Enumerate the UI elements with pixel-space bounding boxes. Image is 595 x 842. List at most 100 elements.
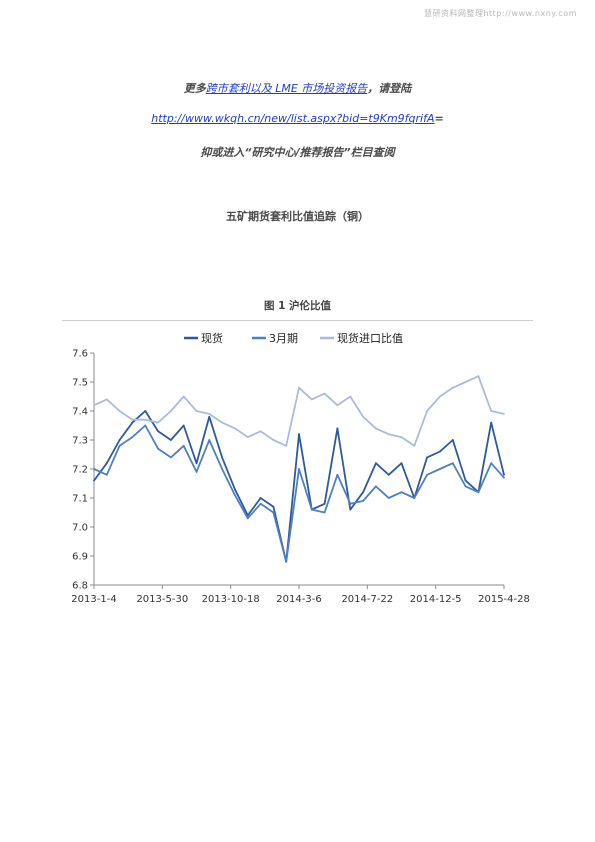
series-2-point [375, 485, 377, 488]
series-3-point [259, 430, 262, 433]
section-title: 五矿期货套利比值追踪（铜） [226, 210, 369, 223]
series-2-point [336, 473, 339, 476]
series-2-point [144, 424, 147, 427]
promo-line-1: 更多跨市套利以及 LME 市场投资报告，请登陆 [0, 80, 595, 96]
series-2-point [272, 511, 275, 514]
series-1-point [221, 456, 224, 459]
x-tick-label: 2015-4-28 [478, 594, 530, 605]
legend-label-2: 3月期 [269, 332, 298, 345]
series-2-point [503, 476, 505, 479]
series-2-point [464, 485, 467, 488]
series-1-point [234, 488, 236, 491]
series-1-point [323, 502, 326, 505]
x-tick-label: 2014-7-22 [341, 594, 393, 605]
series-1-point [157, 430, 159, 433]
series-3-point [464, 381, 467, 383]
promo-prefix: 更多 [183, 82, 206, 95]
report-url-link[interactable]: http://www.wkqh.cn/new/list.aspx?bid=t9K… [151, 112, 435, 125]
series-1-point [298, 433, 300, 436]
series-2-point [323, 511, 326, 514]
series-2-point [118, 444, 121, 447]
promo-line-3: 抑或进入“研究中心/推荐报告”栏目查阅 [200, 146, 395, 159]
chart-series-layer [93, 375, 505, 563]
y-tick-label: 6.8 [72, 581, 88, 592]
series-1-point [144, 410, 147, 412]
series-1-point [93, 479, 95, 482]
series-2-point [349, 502, 352, 505]
series-1-point [195, 462, 198, 465]
series-2-point [259, 502, 262, 505]
x-tick-label: 2013-5-30 [136, 594, 188, 605]
series-2-point [439, 468, 441, 470]
lme-report-link[interactable]: 跨市套利以及 LME 市场投资报告 [205, 82, 368, 95]
y-tick-label: 7.3 [72, 436, 88, 447]
series-3-point [349, 395, 352, 398]
y-tick-label: 6.9 [72, 552, 88, 563]
series-2-point [477, 491, 480, 494]
series-2-point [285, 560, 288, 563]
series-2-point [221, 468, 224, 470]
series-3-point [503, 413, 505, 415]
series-1-point [464, 479, 467, 482]
series-1-point [105, 462, 108, 465]
series-3-point [413, 444, 416, 447]
y-tick-label: 7.4 [72, 407, 88, 418]
series-2-point [400, 491, 403, 494]
figure-divider [62, 320, 533, 321]
series-3-point [439, 395, 441, 398]
series-3-point [182, 395, 185, 398]
y-tick-label: 7.0 [72, 523, 88, 534]
series-2-point [131, 436, 134, 438]
x-tick-label: 2014-12-5 [410, 594, 462, 605]
series-1-point [336, 427, 339, 430]
series-3-point [336, 404, 339, 407]
series-line-2 [93, 424, 505, 563]
series-3-point [490, 410, 493, 412]
series-2-point [105, 473, 108, 476]
watermark-text: 慧研资料网整理http://www.nxny.com [423, 9, 577, 18]
series-1-point [375, 462, 377, 465]
series-1-point [426, 456, 428, 459]
series-3-point [272, 439, 275, 441]
series-2-point [93, 468, 95, 470]
series-3-point [285, 444, 288, 447]
series-3-point [195, 410, 198, 412]
series-1-point [118, 439, 121, 441]
series-3-point [298, 386, 300, 389]
series-2-point [246, 517, 249, 520]
series-2-point [451, 462, 454, 465]
series-2-point [234, 494, 236, 496]
series-3-point [246, 436, 249, 438]
chart-legend: 现货 3月期 现货进口比值 [184, 331, 403, 345]
series-1-point [182, 424, 185, 427]
series-2-point [208, 439, 211, 441]
series-3-point [310, 398, 313, 401]
series-2-point [362, 500, 364, 502]
series-3-point [208, 413, 211, 415]
y-tick-label: 7.1 [72, 494, 88, 505]
series-3-point [131, 418, 134, 421]
series-3-point [387, 433, 390, 436]
series-1-point [208, 415, 211, 418]
series-3-point [93, 404, 95, 407]
series-1-point [362, 491, 364, 494]
chart-axes: 7.6 7.5 7.4 7.3 7.2 7.1 7.0 6.9 6.8 2013-1-4 2013-… [71, 349, 530, 606]
series-3-point [426, 410, 428, 412]
series-2-point [182, 444, 185, 447]
legend-label-3: 现货进口比值 [337, 331, 403, 345]
series-3-point [451, 386, 454, 389]
series-3-point [157, 421, 159, 424]
series-2-point [310, 508, 313, 511]
series-2-point [426, 473, 428, 476]
series-3-point [400, 436, 403, 438]
series-1-point [131, 421, 134, 424]
series-3-point [477, 375, 480, 378]
series-1-point [272, 505, 275, 508]
x-tick-label: 2013-10-18 [202, 594, 260, 605]
series-3-point [234, 427, 236, 430]
series-2-point [195, 471, 198, 473]
x-tick-label: 2013-1-4 [71, 594, 116, 605]
series-1-point [400, 462, 403, 465]
promo-line-2: http://www.wkqh.cn/new/list.aspx?bid=t9K… [0, 112, 595, 125]
series-3-point [362, 415, 364, 418]
